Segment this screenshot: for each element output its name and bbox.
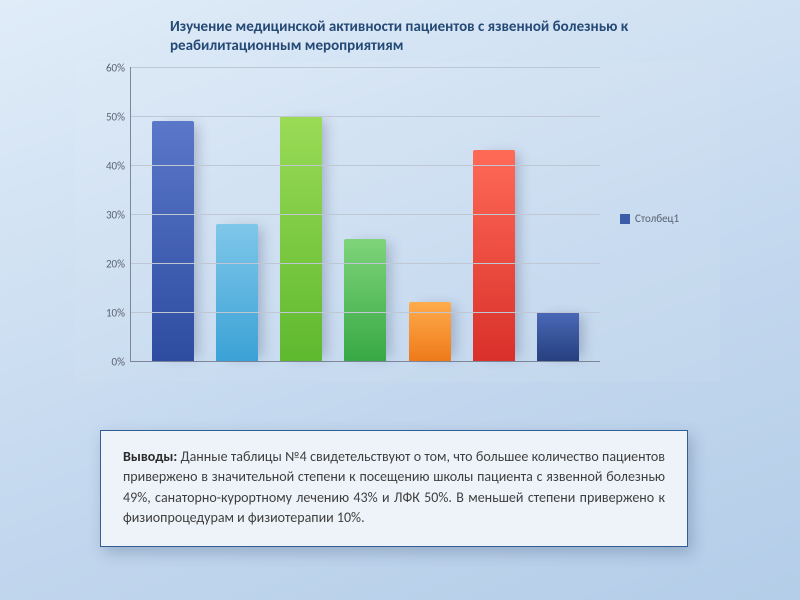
y-tick-label: 30% [106, 209, 131, 222]
bar [152, 121, 194, 361]
bar [473, 150, 515, 361]
conclusions-body: Данные таблицы №4 свидетельствуют о том,… [123, 448, 665, 526]
legend-label: Столбец1 [635, 212, 679, 225]
legend-swatch [620, 214, 630, 224]
bar [216, 224, 258, 361]
gridline: 10% [131, 312, 600, 313]
gridline: 40% [131, 165, 600, 166]
gridline: 20% [131, 263, 600, 264]
y-tick-label: 0% [112, 356, 131, 369]
conclusions-heading: Выводы: [123, 448, 177, 465]
legend: Столбец1 [620, 212, 679, 225]
chart-area: 0% 10% 20% 30% 40% 50% 60% Столбец1 [75, 62, 720, 382]
y-tick-label: 60% [106, 62, 131, 75]
bar [537, 312, 579, 361]
bar [280, 116, 322, 361]
gridline: 60% [131, 67, 600, 68]
y-tick-label: 10% [106, 307, 131, 320]
bar [344, 239, 386, 362]
gridline: 50% [131, 116, 600, 117]
y-tick-label: 20% [106, 258, 131, 271]
gridline: 30% [131, 214, 600, 215]
chart-plot: 0% 10% 20% 30% 40% 50% 60% [130, 67, 600, 362]
gridline: 0% [131, 361, 600, 362]
y-tick-label: 40% [106, 160, 131, 173]
conclusions-box: Выводы: Данные таблицы №4 свидетельствую… [100, 430, 688, 547]
chart-title: Изучение медицинской активности пациенто… [170, 18, 750, 56]
y-tick-label: 50% [106, 111, 131, 124]
